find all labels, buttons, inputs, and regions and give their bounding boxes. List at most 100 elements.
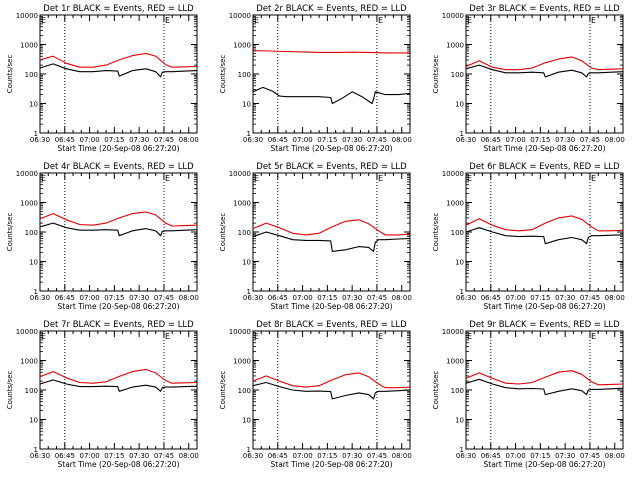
y-tick-label: 1000	[20, 42, 38, 50]
lld-series-line	[465, 215, 624, 232]
y-axis-label: Counts/sec	[219, 55, 227, 94]
x-tick-label: 08:00	[179, 294, 199, 302]
panel-title: Det 8r BLACK = Events, RED = LLD	[256, 320, 407, 330]
x-tick-label: 07:00	[292, 452, 312, 460]
event-marker-label: E	[467, 16, 472, 25]
y-tick-label: 100	[238, 71, 251, 79]
y-axis-label: Counts/sec	[6, 55, 14, 94]
x-tick-label: 08:00	[392, 452, 412, 460]
x-tick-label: 06:45	[55, 294, 75, 302]
x-tick-label: 07:30	[555, 294, 575, 302]
x-tick-label: 07:00	[505, 452, 525, 460]
y-tick-label: 100	[25, 71, 38, 79]
x-tick-label: 07:15	[104, 452, 124, 460]
panel-title: Det 4r BLACK = Events, RED = LLD	[43, 162, 194, 172]
x-tick-label: 07:00	[505, 136, 525, 144]
x-tick-label: 07:30	[129, 452, 149, 460]
x-axis-label: Start Time (20-Sep-08 06:27:20)	[484, 302, 606, 311]
y-tick-label: 10000	[229, 12, 251, 20]
x-tick-label: 07:00	[79, 294, 99, 302]
event-marker-label: E	[165, 332, 170, 341]
x-tick-label: 07:30	[342, 136, 362, 144]
x-tick-label: 08:00	[179, 136, 199, 144]
y-axis-label: Counts/sec	[6, 371, 14, 410]
panel-title: Det 5r BLACK = Events, RED = LLD	[256, 162, 407, 172]
event-marker-label: E	[591, 16, 596, 25]
event-marker-label: E	[591, 332, 596, 341]
x-tick-label: 07:15	[530, 136, 550, 144]
x-tick-label: 06:30	[243, 294, 263, 302]
y-tick-label: 1	[247, 446, 251, 454]
y-tick-label: 1	[247, 130, 251, 138]
lld-series-line	[252, 219, 411, 236]
event-marker-label: E	[254, 332, 259, 341]
x-tick-label: 07:15	[317, 136, 337, 144]
x-tick-label: 07:45	[367, 136, 387, 144]
x-axis-label: Start Time (20-Sep-08 06:27:20)	[484, 144, 606, 153]
lld-series-line	[39, 368, 198, 384]
events-series-line	[252, 381, 411, 400]
lld-series-line	[39, 52, 198, 68]
y-tick-label: 1000	[446, 200, 464, 208]
x-tick-label: 07:15	[317, 452, 337, 460]
y-tick-label: 10	[455, 259, 464, 267]
y-tick-label: 10000	[229, 170, 251, 178]
plot-frame	[252, 172, 411, 292]
event-marker-label: E	[41, 174, 46, 183]
panel-title: Det 7r BLACK = Events, RED = LLD	[43, 320, 194, 330]
y-axis-label: Counts/sec	[432, 55, 440, 94]
x-tick-label: 07:45	[154, 136, 174, 144]
x-tick-label: 07:15	[530, 452, 550, 460]
y-tick-label: 1	[460, 288, 464, 296]
y-axis-label: Counts/sec	[6, 213, 14, 252]
x-tick-label: 07:45	[154, 452, 174, 460]
x-axis-label: Start Time (20-Sep-08 06:27:20)	[58, 302, 180, 311]
x-tick-label: 06:45	[55, 452, 75, 460]
y-tick-label: 1	[460, 446, 464, 454]
x-tick-label: 06:30	[30, 294, 50, 302]
y-tick-label: 10	[29, 101, 38, 109]
y-tick-label: 10	[29, 259, 38, 267]
event-marker-label: E	[378, 332, 383, 341]
x-tick-label: 07:45	[580, 294, 600, 302]
x-tick-label: 07:30	[555, 136, 575, 144]
x-axis-label: Start Time (20-Sep-08 06:27:20)	[271, 460, 393, 469]
x-axis-label: Start Time (20-Sep-08 06:27:20)	[271, 302, 393, 311]
y-tick-label: 1000	[20, 358, 38, 366]
y-tick-label: 10	[242, 101, 251, 109]
x-tick-label: 06:45	[481, 294, 501, 302]
plot-frame	[465, 172, 624, 292]
events-series-line	[39, 379, 198, 392]
event-marker-label: E	[378, 174, 383, 183]
y-tick-label: 100	[25, 229, 38, 237]
event-marker-label: E	[467, 174, 472, 183]
event-marker-label: E	[41, 332, 46, 341]
x-tick-label: 06:30	[243, 136, 263, 144]
event-marker-label: E	[591, 174, 596, 183]
y-tick-label: 10	[455, 417, 464, 425]
x-tick-label: 06:45	[268, 452, 288, 460]
events-series-line	[465, 227, 624, 245]
y-tick-label: 10	[242, 259, 251, 267]
x-tick-label: 07:00	[79, 136, 99, 144]
y-tick-label: 10	[29, 417, 38, 425]
y-tick-label: 10	[455, 101, 464, 109]
x-tick-label: 08:00	[605, 452, 625, 460]
panel-title: Det 1r BLACK = Events, RED = LLD	[43, 4, 194, 14]
plot-frame	[252, 330, 411, 450]
x-axis-label: Start Time (20-Sep-08 06:27:20)	[58, 144, 180, 153]
lld-series-line	[465, 370, 624, 386]
y-tick-label: 100	[451, 71, 464, 79]
x-tick-label: 07:45	[367, 294, 387, 302]
x-tick-label: 07:00	[292, 294, 312, 302]
x-tick-label: 06:30	[456, 136, 476, 144]
x-tick-label: 07:45	[580, 452, 600, 460]
x-tick-label: 07:00	[79, 452, 99, 460]
plot-frame	[252, 14, 411, 134]
events-series-line	[465, 64, 624, 78]
events-series-line	[252, 86, 411, 105]
lld-series-line	[252, 50, 410, 54]
y-tick-label: 1000	[233, 200, 251, 208]
y-tick-label: 100	[451, 387, 464, 395]
events-series-line	[39, 63, 198, 78]
